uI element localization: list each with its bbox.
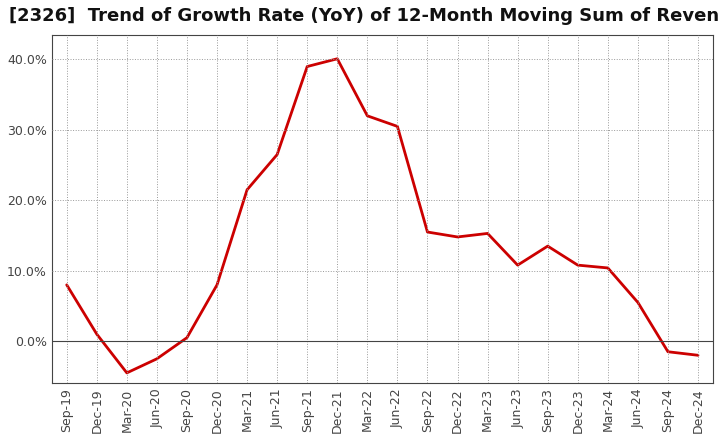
- Title: [2326]  Trend of Growth Rate (YoY) of 12-Month Moving Sum of Revenues: [2326] Trend of Growth Rate (YoY) of 12-…: [9, 7, 720, 25]
